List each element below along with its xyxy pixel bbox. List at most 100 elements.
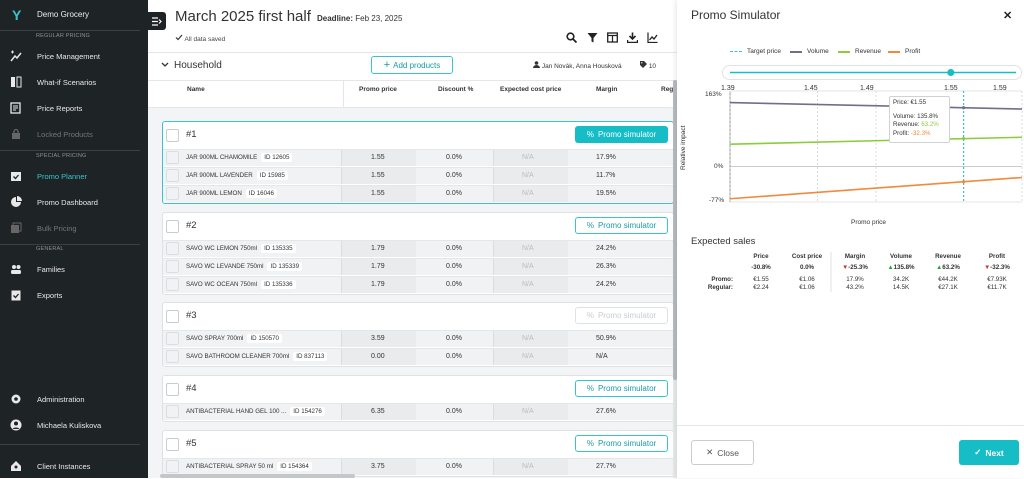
group-checkbox[interactable] [166, 220, 179, 233]
expected-sales-regular: €11.7K [987, 284, 1007, 291]
promo-price-input[interactable] [341, 150, 416, 166]
sidebar-item-bulk-pricing[interactable]: Bulk Pricing [0, 215, 148, 241]
product-id: ID 135339 [267, 262, 303, 271]
download-button[interactable] [627, 32, 638, 43]
row-checkbox[interactable] [166, 187, 179, 200]
product-id: ID 12605 [261, 153, 293, 162]
cost-price-input[interactable] [493, 259, 568, 275]
margin-value: 26.3% [596, 263, 616, 270]
sidebar-item-locked-products[interactable]: Locked Products [0, 121, 148, 147]
sidebar-item-client-instances[interactable]: Client Instances [0, 453, 148, 479]
horizontal-scrollbar[interactable] [160, 474, 355, 478]
promo-price-input[interactable] [341, 241, 416, 257]
column-header-expected-cost[interactable]: Expected cost price [500, 86, 562, 93]
sidebar-item-administration[interactable]: Administration [0, 386, 148, 412]
column-header-promo-price[interactable]: Promo price [359, 86, 397, 93]
row-checkbox[interactable] [166, 460, 179, 473]
cost-price-value: N/A [522, 190, 534, 197]
cost-price-input[interactable] [493, 277, 568, 293]
cost-price-value: N/A [522, 263, 534, 270]
row-checkbox[interactable] [166, 169, 179, 182]
promo-price-input[interactable] [341, 168, 416, 184]
row-checkbox[interactable] [166, 405, 179, 418]
close-icon[interactable]: ✕ [1003, 10, 1013, 22]
chart-button[interactable] [647, 32, 658, 43]
row-checkbox[interactable] [166, 242, 179, 255]
next-button[interactable]: ✓ Next [959, 440, 1019, 465]
sidebar-item-promo-dashboard[interactable]: Promo Dashboard [0, 189, 148, 215]
close-icon: ✕ [706, 447, 714, 457]
arrow-down-icon: ▼ [842, 264, 849, 271]
columns-button[interactable] [607, 32, 618, 43]
expected-sales-header: Revenue [935, 253, 961, 260]
group-checkbox[interactable] [166, 438, 179, 451]
cost-price-input[interactable] [493, 459, 568, 475]
cost-price-input[interactable] [493, 168, 568, 184]
promo-price-input[interactable] [341, 459, 416, 475]
column-header-discount[interactable]: Discount % [438, 86, 474, 93]
promo-price-input[interactable] [341, 259, 416, 275]
expected-sales-promo: 34.2K [892, 276, 910, 283]
cost-price-input[interactable] [493, 241, 568, 257]
slider-thumb[interactable] [947, 69, 955, 76]
sidebar-item-label: Michaela Kuliskova [37, 420, 102, 430]
expected-sales-change: 0.0% [787, 264, 827, 271]
sidebar-item-families[interactable]: Families [0, 256, 148, 282]
app-name[interactable]: Demo Grocery [37, 10, 90, 19]
change-value: 63.2% [942, 264, 960, 271]
cost-price-input[interactable] [493, 331, 568, 347]
vertical-scrollbar[interactable] [673, 80, 677, 478]
promo-simulator-button[interactable]: % Promo simulator [575, 380, 668, 397]
percent-icon: % [586, 439, 594, 448]
tooltip-revenue-value: 63.2% [921, 121, 939, 128]
sidebar-item-price-reports[interactable]: Price Reports [0, 95, 148, 121]
group-checkbox[interactable] [166, 310, 179, 323]
promo-price-input[interactable] [341, 186, 416, 202]
product-name: SAVO WC LEVANDE 750ml ID 135339 [186, 259, 303, 274]
sidebar-item-user[interactable]: Michaela Kuliskova [0, 412, 148, 438]
column-header-margin[interactable]: Margin [596, 86, 618, 93]
impact-chart[interactable] [677, 88, 1024, 233]
row-checkbox[interactable] [166, 151, 179, 164]
promo-price-input[interactable] [341, 404, 416, 420]
cost-price-input[interactable] [493, 404, 568, 420]
column-header-regular[interactable]: Reg [661, 86, 674, 93]
filter-button[interactable] [587, 32, 598, 43]
add-products-button[interactable]: + Add products [371, 56, 453, 74]
promo-simulator-button[interactable]: % Promo simulator [575, 435, 668, 452]
row-checkbox[interactable] [166, 278, 179, 291]
column-header-name[interactable]: Name [187, 86, 205, 93]
product-name: JAR 900ML LEMON ID 16046 [186, 186, 277, 201]
collapse-sidebar-button[interactable] [148, 12, 166, 30]
chevron-down-icon[interactable] [161, 62, 169, 68]
row-checkbox[interactable] [166, 332, 179, 345]
sidebar-item-price-management[interactable]: Price Management [0, 43, 148, 69]
promo-price-input[interactable] [341, 331, 416, 347]
promo-simulator-button[interactable]: % Promo simulator [575, 307, 668, 324]
x-axis-label: Promo price [851, 219, 887, 226]
legend-revenue: Revenue [838, 48, 881, 55]
pie-chart-icon [10, 196, 22, 208]
promo-simulator-button[interactable]: % Promo simulator [575, 126, 668, 143]
group-checkbox[interactable] [166, 129, 179, 142]
group-checkbox[interactable] [166, 383, 179, 396]
close-button[interactable]: ✕ Close [691, 440, 754, 465]
cost-price-value: N/A [522, 353, 534, 360]
cost-price-input[interactable] [493, 349, 568, 365]
product-name: SAVO WC LEMON 750ml ID 135335 [186, 241, 296, 256]
cost-price-input[interactable] [493, 186, 568, 202]
cost-price-input[interactable] [493, 150, 568, 166]
promo-price-input[interactable] [341, 277, 416, 293]
deadline: Deadline: Feb 23, 2025 [317, 14, 402, 23]
row-checkbox[interactable] [166, 350, 179, 363]
sidebar-item-promo-planner[interactable]: Promo Planner [0, 163, 148, 189]
scrollbar-thumb[interactable] [673, 80, 677, 380]
group-name: Household [174, 60, 222, 71]
row-checkbox[interactable] [166, 260, 179, 273]
search-button[interactable] [566, 32, 577, 43]
sidebar-item-exports[interactable]: Exports [0, 282, 148, 308]
promo-simulator-button[interactable]: % Promo simulator [575, 217, 668, 234]
promo-price-input[interactable] [341, 349, 416, 365]
legend-label: Profit [905, 48, 921, 55]
sidebar-item-what-if-scenarios[interactable]: What-if Scenarios [0, 69, 148, 95]
